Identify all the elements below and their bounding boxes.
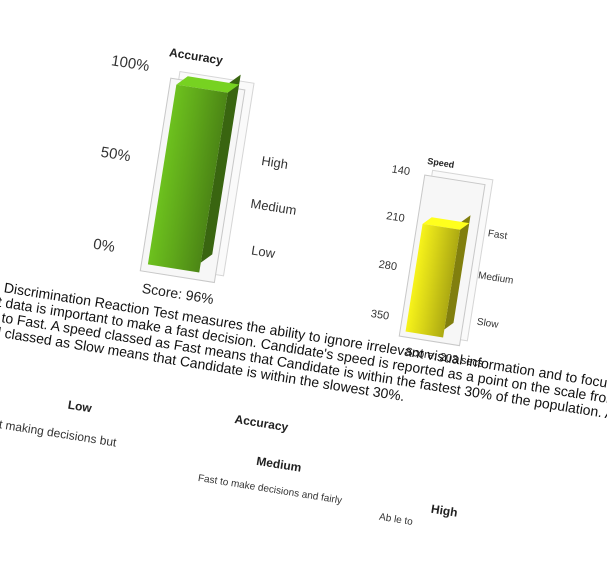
accuracy-tick-0: 0% xyxy=(92,235,117,256)
accuracy-bar-group xyxy=(43,0,607,273)
description: e Discrimination Reaction Test measures … xyxy=(0,0,607,422)
accuracy-table: Accuracy Low Medium High ast at making d… xyxy=(0,0,607,528)
table-cell-low: ast at making decisions but xyxy=(0,413,118,450)
accuracy-band-low: Low xyxy=(250,242,277,262)
table-heading: Accuracy xyxy=(233,411,290,435)
speed-band-slow: Slow xyxy=(476,316,500,331)
speed-tick-210: 210 xyxy=(385,210,406,225)
speed-tick-140: 140 xyxy=(390,163,411,179)
accuracy-band-high: High xyxy=(260,152,290,172)
speed-tick-350: 350 xyxy=(369,307,390,323)
table-col-high: High xyxy=(430,501,459,520)
speed-tick-280: 280 xyxy=(377,258,398,274)
table-cell-high: Ab le to xyxy=(378,511,414,528)
accuracy-tick-50: 50% xyxy=(99,143,132,166)
table-col-medium: Medium xyxy=(255,453,303,475)
table-cell-medium: Fast to make decisions and fairly xyxy=(197,472,343,507)
speed-chart-title: Speed xyxy=(426,155,455,171)
accuracy-band-medium: Medium xyxy=(249,195,298,218)
accuracy-chart: Accuracy 100% 50% 0% High Medium Low Sco… xyxy=(43,0,607,307)
speed-bar-group xyxy=(43,0,607,338)
speed-band-medium: Medium xyxy=(477,270,515,287)
accuracy-chart-title: Accuracy xyxy=(168,45,224,68)
speed-chart: Speed 140 210 280 350 Fast Medium Slow S… xyxy=(43,0,607,370)
table-col-low: Low xyxy=(66,397,93,416)
speed-band-fast: Fast xyxy=(487,228,508,243)
accuracy-tick-100: 100% xyxy=(109,52,151,76)
